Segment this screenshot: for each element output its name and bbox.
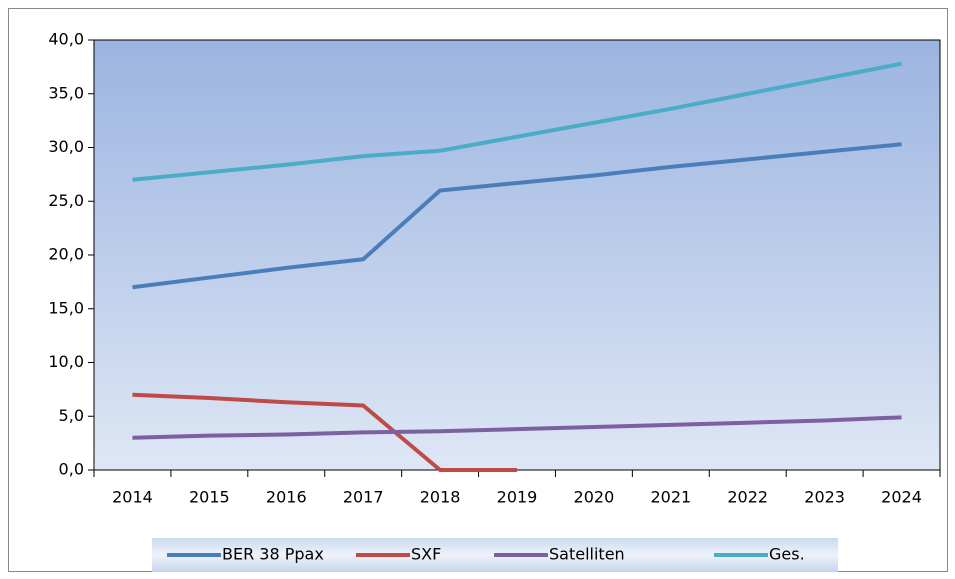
x-tick-label: 2023 bbox=[804, 488, 845, 507]
x-tick-label: 2020 bbox=[574, 488, 615, 507]
x-tick-label: 2018 bbox=[420, 488, 461, 507]
x-tick-label: 2015 bbox=[189, 488, 230, 507]
legend-label: SXF bbox=[411, 545, 441, 564]
series-line bbox=[132, 415, 902, 440]
x-tick-label: 2019 bbox=[497, 488, 538, 507]
x-tick-label: 2017 bbox=[343, 488, 384, 507]
y-tick-label: 30,0 bbox=[48, 137, 84, 156]
x-tick-label: 2021 bbox=[650, 488, 691, 507]
plot-area bbox=[93, 39, 941, 471]
y-tick-label: 0,0 bbox=[59, 460, 84, 479]
y-tick-label: 5,0 bbox=[59, 406, 84, 425]
x-tick-label: 2024 bbox=[881, 488, 922, 507]
y-tick-label: 35,0 bbox=[48, 83, 84, 102]
y-tick-label: 40,0 bbox=[48, 30, 84, 49]
series-line bbox=[132, 142, 902, 290]
y-tick-label: 20,0 bbox=[48, 245, 84, 264]
y-tick-label: 25,0 bbox=[48, 191, 84, 210]
legend-label: Ges. bbox=[769, 545, 805, 564]
y-tick-label: 15,0 bbox=[48, 298, 84, 317]
legend-label: BER 38 Ppax bbox=[222, 545, 324, 564]
x-tick-label: 2016 bbox=[266, 488, 307, 507]
x-tick-label: 2022 bbox=[727, 488, 768, 507]
series-line bbox=[132, 392, 517, 472]
x-tick-label: 2014 bbox=[112, 488, 153, 507]
series-line bbox=[132, 61, 902, 182]
y-tick-label: 10,0 bbox=[48, 352, 84, 371]
legend-label: Satelliten bbox=[549, 545, 625, 564]
